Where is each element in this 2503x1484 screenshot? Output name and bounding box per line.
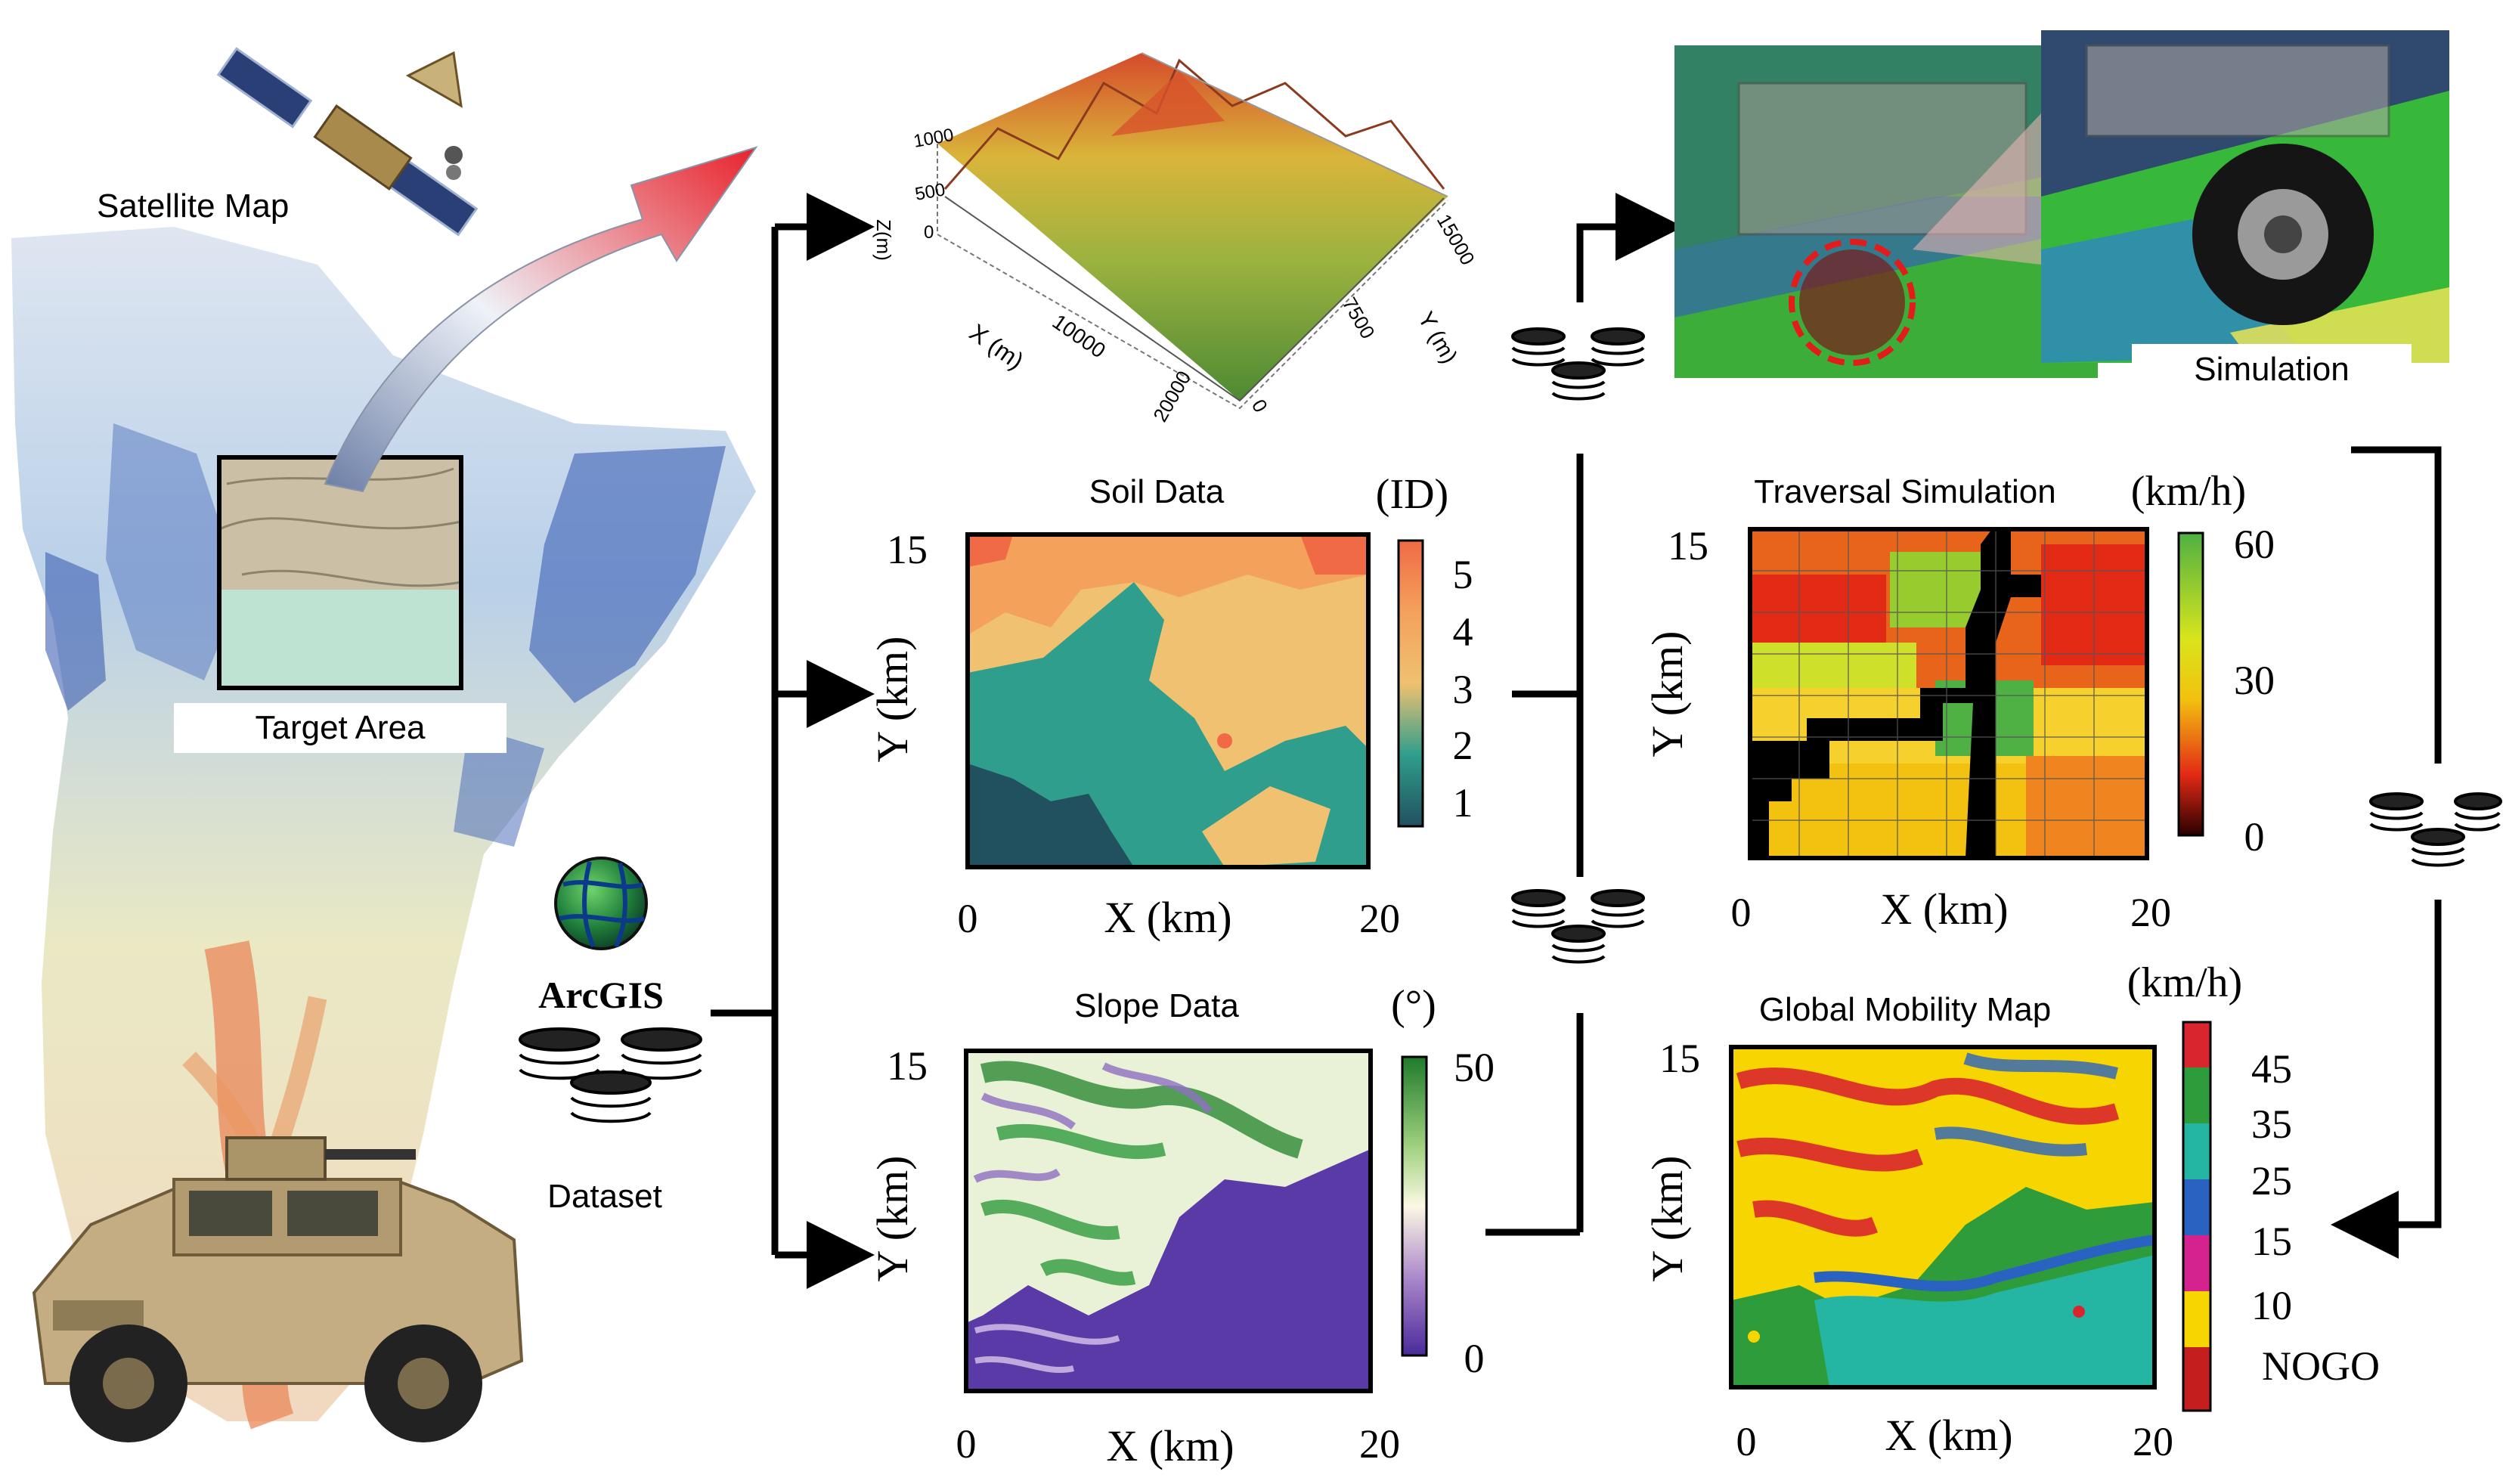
terrain-z-tick-500: 500 bbox=[913, 179, 946, 205]
soil-title: Soil Data bbox=[1089, 473, 1225, 510]
feedback-connector bbox=[2331, 446, 2442, 1259]
traversal-x-min: 0 bbox=[1731, 890, 1752, 935]
merge-connector bbox=[1485, 193, 1684, 1236]
terrain-z-tick-0: 0 bbox=[924, 222, 934, 243]
target-area-inset bbox=[217, 455, 463, 690]
arcgis-label: ArcGIS bbox=[538, 974, 664, 1016]
slope-x-max: 20 bbox=[1359, 1421, 1400, 1467]
terrain-y-tick-15000: 15000 bbox=[1433, 210, 1479, 269]
terrain-y-tick-7500: 7500 bbox=[1338, 293, 1380, 342]
traversal-cb-tick-0: 0 bbox=[2244, 814, 2265, 860]
terrain-z-label: Z(m) bbox=[872, 219, 895, 261]
terrain-y-label: Y (m) bbox=[1413, 308, 1462, 368]
slope-unit: (°) bbox=[1391, 982, 1436, 1029]
slope-cb-tick-0: 0 bbox=[1464, 1336, 1485, 1381]
traversal-colorbar bbox=[2177, 531, 2204, 837]
slope-ylabel: Y (km) bbox=[868, 1156, 917, 1282]
mobility-map bbox=[1729, 1045, 2157, 1390]
soil-cb-tick-3: 3 bbox=[1453, 667, 1473, 712]
mobility-legend-45: 45 bbox=[2251, 1046, 2292, 1092]
soil-colorbar bbox=[1397, 539, 1424, 828]
humvee-vehicle bbox=[32, 1136, 524, 1442]
traversal-ylabel: Y (km) bbox=[1643, 631, 1692, 757]
traversal-xlabel: X (km) bbox=[1880, 885, 2008, 934]
mobility-unit: (km/h) bbox=[2127, 959, 2242, 1006]
dataset-icon bbox=[519, 1027, 702, 1123]
mobility-y-max: 15 bbox=[1659, 1036, 1700, 1081]
mobility-ylabel: Y (km) bbox=[1643, 1156, 1692, 1282]
terrain-3d-plot bbox=[937, 52, 1448, 410]
mobility-legend-15: 15 bbox=[2251, 1219, 2292, 1264]
terrain-y-tick-0: 0 bbox=[1247, 395, 1272, 417]
traversal-map bbox=[1748, 527, 2149, 860]
mobility-legend-nogo: NOGO bbox=[2262, 1343, 2380, 1389]
mobility-x-min: 0 bbox=[1736, 1419, 1757, 1464]
dataset-label: Dataset bbox=[547, 1178, 662, 1215]
simulation-render bbox=[1674, 30, 2449, 378]
target-area-label-box bbox=[174, 703, 506, 753]
mobility-title: Global Mobility Map bbox=[1759, 991, 2051, 1028]
terrain-x-label: X (m) bbox=[965, 318, 1029, 374]
mobility-legend-10: 10 bbox=[2251, 1283, 2292, 1328]
satellite-map-label: Satellite Map bbox=[97, 187, 289, 225]
traversal-cb-tick-30: 30 bbox=[2234, 658, 2275, 703]
soil-cb-tick-2: 2 bbox=[1453, 723, 1473, 768]
mobility-colorbar bbox=[2182, 1021, 2212, 1412]
soil-x-min: 0 bbox=[958, 896, 978, 941]
soil-map bbox=[965, 532, 1371, 869]
slope-colorbar bbox=[1401, 1055, 1428, 1357]
target-area-label: Target Area bbox=[255, 709, 426, 746]
traversal-title: Traversal Simulation bbox=[1754, 473, 2055, 510]
soil-cb-tick-4: 4 bbox=[1453, 609, 1473, 655]
soil-unit: (ID) bbox=[1376, 471, 1448, 518]
traversal-cb-tick-60: 60 bbox=[2234, 522, 2275, 567]
dataset-icon-right bbox=[2369, 792, 2502, 867]
dataset-icon-middle bbox=[1511, 889, 1645, 964]
soil-ylabel: Y (km) bbox=[868, 637, 917, 763]
traversal-unit: (km/h) bbox=[2131, 468, 2246, 515]
slope-title: Slope Data bbox=[1074, 987, 1239, 1024]
terrain-corner-tick: 20000 bbox=[1148, 367, 1195, 426]
soil-cb-tick-5: 5 bbox=[1453, 552, 1473, 597]
slope-map bbox=[964, 1049, 1373, 1393]
soil-x-max: 20 bbox=[1359, 896, 1400, 941]
simulation-label-box bbox=[2132, 344, 2412, 391]
soil-cb-tick-1: 1 bbox=[1453, 780, 1473, 826]
zoom-arrow bbox=[324, 146, 758, 493]
slope-x-min: 0 bbox=[956, 1421, 977, 1467]
slope-xlabel: X (km) bbox=[1106, 1421, 1234, 1470]
mobility-x-max: 20 bbox=[2133, 1419, 2173, 1464]
soil-y-max: 15 bbox=[887, 527, 928, 572]
arcgis-globe-icon bbox=[554, 857, 648, 950]
mobility-legend-25: 25 bbox=[2251, 1158, 2292, 1204]
traversal-y-max: 15 bbox=[1668, 523, 1708, 569]
simulation-label: Simulation bbox=[2194, 351, 2349, 388]
terrain-x-tick: 10000 bbox=[1049, 310, 1111, 363]
slope-y-max: 15 bbox=[887, 1043, 928, 1089]
branch-connector bbox=[711, 193, 875, 1289]
dataset-icon-upper bbox=[1511, 327, 1645, 401]
mobility-legend-35: 35 bbox=[2251, 1101, 2292, 1147]
satellite-icon bbox=[216, 47, 479, 237]
slope-cb-tick-50: 50 bbox=[1454, 1045, 1495, 1090]
mobility-xlabel: X (km) bbox=[1885, 1411, 2012, 1460]
soil-xlabel: X (km) bbox=[1104, 893, 1231, 942]
traversal-x-max: 20 bbox=[2130, 890, 2171, 935]
